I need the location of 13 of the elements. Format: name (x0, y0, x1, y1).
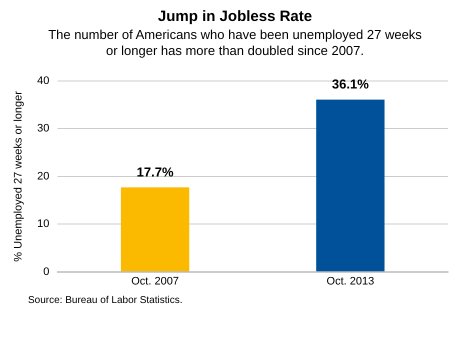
y-tick-label: 20 (37, 170, 50, 182)
x-tick-label: Oct. 2013 (326, 275, 374, 288)
y-tick-label: 30 (37, 122, 50, 135)
y-axis-title: % Unemployed 27 weeks or longer (12, 90, 25, 262)
y-tick-label: 10 (37, 218, 50, 230)
y-tick-label: 0 (43, 266, 50, 278)
y-tick-label: 40 (37, 75, 50, 88)
chart-subtitle: The number of Americans who have been unemployed 27 weeks or longer has more than doubled since 2007. (47, 27, 423, 59)
source-note: Source: Bureau of Labor Statistics. (28, 295, 184, 306)
x-tick-label: Oct. 2007 (131, 275, 179, 288)
data-label: 36.1% (332, 76, 370, 92)
chart-title: Jump in Jobless Rate (156, 8, 314, 25)
data-label: 17.7% (136, 164, 174, 180)
